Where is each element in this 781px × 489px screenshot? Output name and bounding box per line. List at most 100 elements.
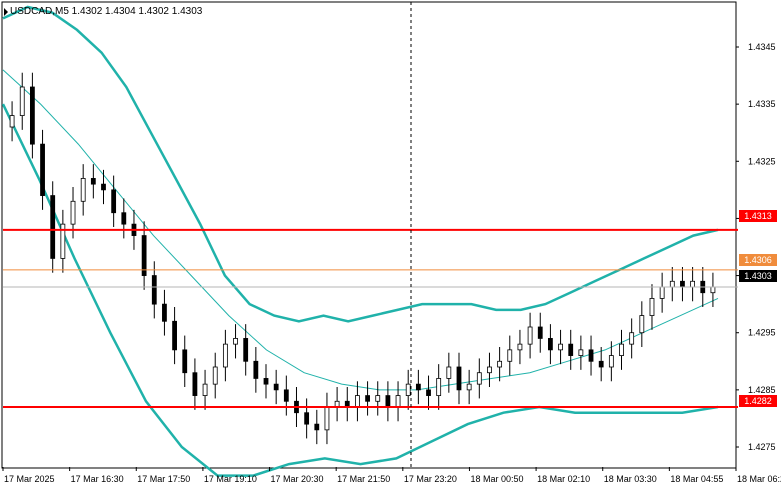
candle-body [151, 275, 157, 305]
candle-body [405, 383, 411, 396]
candle [182, 335, 188, 387]
candle-body [649, 298, 655, 316]
candle-body [314, 423, 320, 431]
symbol-header: USDCAD,M5 1.4302 1.4304 1.4302 1.4303 [10, 6, 203, 17]
candle [578, 335, 584, 370]
candle [212, 352, 218, 399]
time-tick-label: 18 Mar 06:25 [737, 474, 781, 484]
price-tick-label: 1.4285 [748, 385, 776, 395]
candle [29, 72, 35, 159]
candle [690, 267, 696, 302]
candle-body [40, 143, 45, 196]
candle [659, 272, 665, 313]
candle-body [537, 326, 543, 339]
candle-body [436, 378, 442, 396]
candle-body [476, 372, 482, 385]
candle [436, 364, 442, 410]
candle-body [162, 303, 167, 322]
candle [558, 329, 563, 365]
time-tick-label: 18 Mar 03:30 [604, 474, 657, 484]
candle-body [588, 349, 594, 362]
candle [537, 312, 543, 353]
candle [192, 358, 198, 410]
time-tick-label: 18 Mar 02:10 [537, 474, 590, 484]
candle-body [80, 178, 86, 202]
candle-body [456, 366, 462, 391]
candle [283, 375, 289, 416]
candle [426, 375, 431, 410]
candle [273, 369, 279, 405]
candle [476, 358, 482, 399]
candle-body [548, 338, 553, 351]
candle-body [690, 280, 696, 288]
candle [568, 329, 574, 370]
candle [405, 369, 411, 410]
candle-body [659, 286, 665, 299]
candle [40, 129, 45, 210]
lower-band-line [1, 103, 719, 477]
candle-body [639, 315, 645, 334]
price-tick-label: 1.4295 [748, 328, 776, 338]
time-tick-label: 17 Mar 20:30 [271, 474, 324, 484]
candle-body [233, 338, 238, 345]
candle [365, 381, 370, 416]
candle [466, 369, 472, 405]
candle [50, 181, 56, 273]
candle-body [283, 389, 289, 402]
candle [598, 347, 604, 382]
candle-body [50, 195, 56, 259]
candle-body [375, 395, 381, 402]
candle [446, 352, 452, 393]
candle-body [324, 406, 330, 431]
candle-body [629, 332, 635, 345]
candles [9, 72, 716, 445]
candle [19, 72, 25, 130]
time-tick-label: 17 Mar 17:50 [137, 474, 190, 484]
price-tick-label: 1.4345 [748, 42, 776, 52]
candle [507, 335, 513, 376]
orange-level-tag: 1.4306 [739, 254, 777, 266]
candle-body [202, 383, 208, 396]
header-arrow-icon [4, 8, 8, 16]
candle-body [487, 366, 492, 374]
candle-body [243, 338, 249, 362]
candle [669, 267, 675, 302]
candle [233, 324, 238, 359]
candle [680, 267, 685, 302]
candle [548, 324, 553, 365]
candle-body [680, 280, 685, 288]
svg-text:1.4306: 1.4306 [744, 255, 772, 265]
price-tick-label: 1.4325 [748, 156, 776, 166]
candle [385, 381, 391, 422]
candle-body [598, 360, 604, 368]
candle [101, 169, 106, 205]
candle-body [466, 383, 472, 391]
candle-body [669, 280, 675, 288]
candle-body [415, 383, 421, 391]
candle-body [619, 343, 624, 356]
candle-body [568, 343, 574, 356]
candle-body [497, 360, 503, 368]
candle [243, 324, 249, 376]
candle-body [222, 343, 228, 368]
candle-body [19, 86, 25, 116]
candle [9, 101, 15, 142]
candle [629, 318, 635, 359]
time-tick-label: 18 Mar 00:50 [470, 474, 523, 484]
candle [80, 164, 86, 216]
candle-body [578, 349, 584, 356]
candle [304, 398, 310, 439]
time-tick-label: 17 Mar 21:50 [337, 474, 390, 484]
candle-body [101, 183, 106, 191]
candle-body [517, 343, 523, 351]
candle-body [182, 349, 188, 374]
candle [639, 301, 645, 347]
candle [222, 329, 228, 382]
candle-body [9, 115, 15, 128]
candle-body [172, 320, 177, 351]
time-axis: 17 Mar 2025 17 Mar 16:30 17 Mar 17:50 17 Ma… [2, 467, 781, 484]
candle-body [60, 223, 66, 259]
svg-text:1.4282: 1.4282 [744, 396, 772, 406]
